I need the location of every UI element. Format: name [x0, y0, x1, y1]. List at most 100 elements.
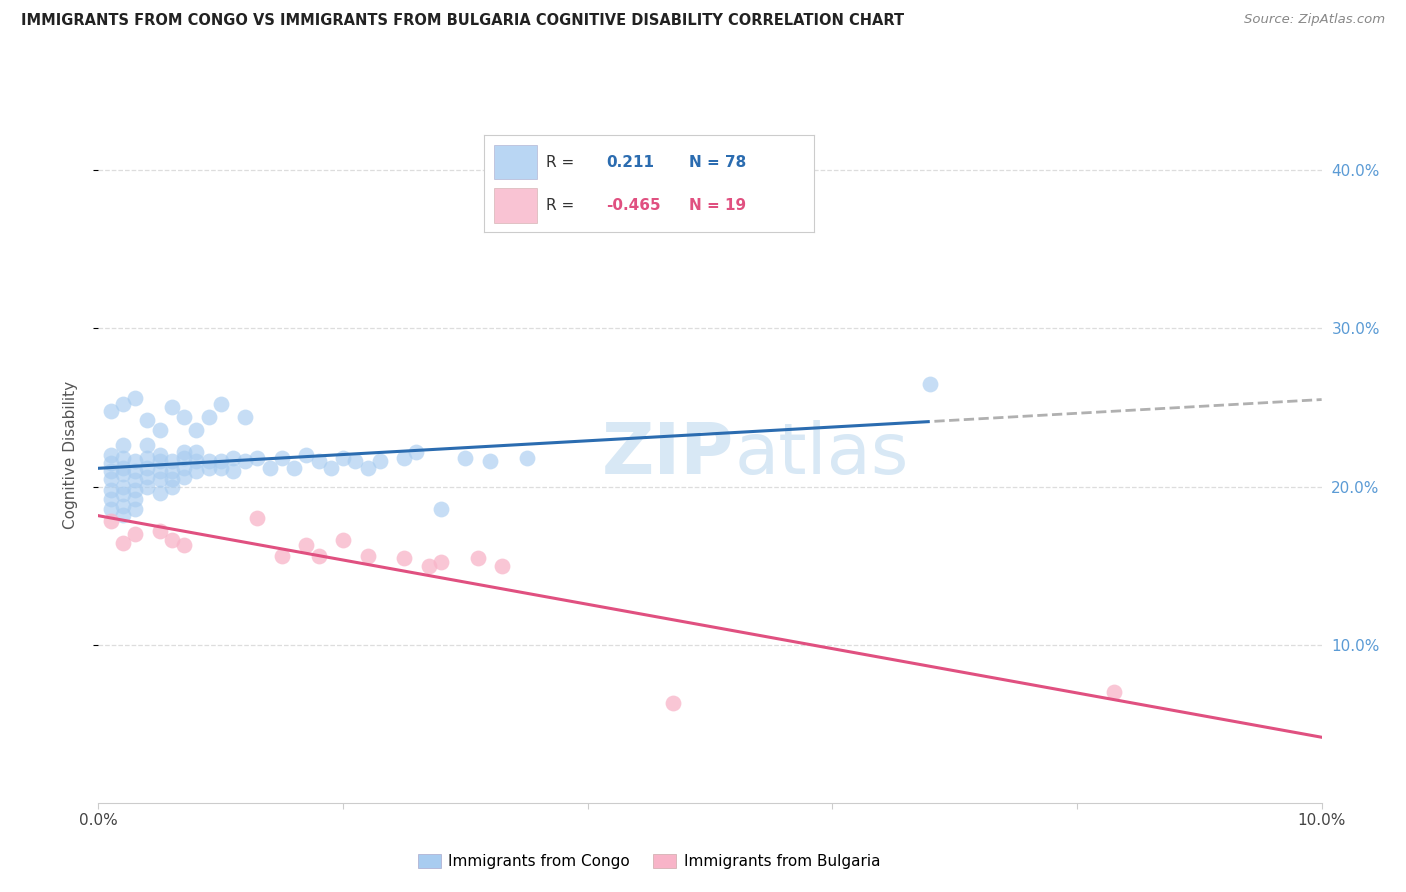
- Point: [160, 472, 183, 486]
- Point: [149, 524, 172, 538]
- Point: [124, 483, 146, 497]
- Point: [356, 549, 378, 563]
- Point: [111, 438, 134, 452]
- Point: [270, 549, 292, 563]
- Point: [173, 470, 195, 484]
- Point: [319, 460, 342, 475]
- Point: [149, 464, 172, 478]
- Point: [209, 397, 232, 411]
- Point: [100, 472, 122, 486]
- Point: [111, 451, 134, 466]
- Point: [246, 451, 269, 466]
- Point: [920, 376, 942, 391]
- Point: [430, 556, 453, 570]
- Text: N = 19: N = 19: [689, 199, 745, 213]
- Y-axis label: Cognitive Disability: Cognitive Disability: [63, 381, 77, 529]
- Point: [100, 514, 122, 528]
- Legend: Immigrants from Congo, Immigrants from Bulgaria: Immigrants from Congo, Immigrants from B…: [412, 848, 886, 875]
- Point: [149, 454, 172, 468]
- Point: [368, 454, 391, 468]
- Point: [136, 479, 159, 493]
- Point: [173, 451, 195, 466]
- Point: [233, 454, 256, 468]
- FancyBboxPatch shape: [494, 145, 537, 178]
- Point: [270, 451, 292, 466]
- Point: [186, 444, 208, 458]
- Point: [160, 479, 183, 493]
- FancyBboxPatch shape: [494, 188, 537, 222]
- Point: [344, 454, 367, 468]
- Point: [111, 536, 134, 550]
- Point: [197, 460, 219, 475]
- Point: [149, 448, 172, 462]
- Point: [246, 511, 269, 525]
- Point: [295, 448, 318, 462]
- Point: [111, 460, 134, 475]
- Point: [186, 464, 208, 478]
- Point: [149, 472, 172, 486]
- Point: [124, 464, 146, 478]
- Point: [332, 451, 354, 466]
- Point: [197, 454, 219, 468]
- Point: [308, 454, 330, 468]
- Point: [111, 467, 134, 481]
- Text: -0.465: -0.465: [606, 199, 661, 213]
- Point: [100, 483, 122, 497]
- Point: [124, 492, 146, 507]
- Point: [111, 499, 134, 513]
- Point: [491, 558, 513, 573]
- Point: [186, 454, 208, 468]
- Text: R =: R =: [547, 199, 575, 213]
- Point: [100, 501, 122, 516]
- Point: [136, 470, 159, 484]
- Text: 0.211: 0.211: [606, 154, 654, 169]
- Point: [197, 409, 219, 424]
- Text: N = 78: N = 78: [689, 154, 745, 169]
- Point: [136, 460, 159, 475]
- Point: [173, 444, 195, 458]
- Text: ZIP: ZIP: [602, 420, 734, 490]
- Point: [124, 527, 146, 541]
- Point: [186, 423, 208, 437]
- Point: [149, 486, 172, 500]
- Point: [392, 550, 416, 565]
- Point: [209, 454, 232, 468]
- Point: [259, 460, 281, 475]
- Point: [295, 538, 318, 552]
- Point: [173, 409, 195, 424]
- Point: [478, 454, 501, 468]
- Text: atlas: atlas: [734, 420, 908, 490]
- Point: [662, 696, 685, 710]
- Point: [149, 423, 172, 437]
- Point: [1102, 685, 1125, 699]
- Point: [222, 451, 245, 466]
- Point: [124, 501, 146, 516]
- Point: [173, 460, 195, 475]
- Point: [454, 451, 477, 466]
- Point: [136, 413, 159, 427]
- Point: [100, 464, 122, 478]
- Point: [124, 473, 146, 487]
- Point: [418, 558, 440, 573]
- Point: [100, 403, 122, 417]
- Point: [332, 533, 354, 548]
- Point: [111, 487, 134, 501]
- Point: [160, 454, 183, 468]
- Point: [100, 492, 122, 507]
- Point: [136, 451, 159, 466]
- Point: [136, 438, 159, 452]
- Point: [124, 391, 146, 405]
- Point: [124, 454, 146, 468]
- Point: [173, 538, 195, 552]
- Point: [160, 533, 183, 548]
- Text: Source: ZipAtlas.com: Source: ZipAtlas.com: [1244, 13, 1385, 27]
- Point: [516, 451, 538, 466]
- Text: R =: R =: [547, 154, 575, 169]
- Point: [308, 549, 330, 563]
- Point: [233, 409, 256, 424]
- Point: [111, 479, 134, 493]
- Point: [111, 508, 134, 522]
- Point: [356, 460, 378, 475]
- Point: [209, 460, 232, 475]
- Point: [111, 397, 134, 411]
